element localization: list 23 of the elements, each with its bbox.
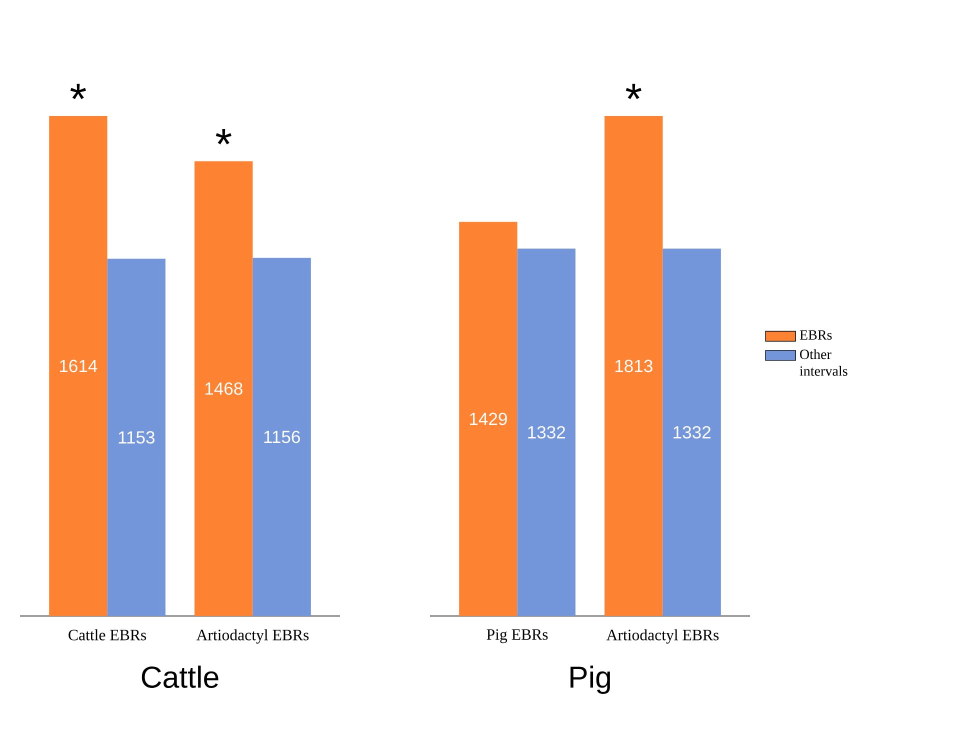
annotation: *: [70, 84, 86, 100]
data-label: 1156: [264, 430, 300, 444]
legend-label: EBRs: [800, 330, 832, 340]
data-label: 1153: [118, 431, 154, 444]
bar: [107, 258, 166, 616]
annotation: *: [626, 84, 642, 100]
data-label: 1614: [60, 360, 98, 372]
bar: [194, 161, 253, 616]
data-label: 1468: [205, 382, 242, 395]
data-label: 1813: [615, 360, 652, 372]
annotation: *: [216, 129, 232, 144]
data-label: 1429: [470, 412, 507, 426]
text: Pig: [570, 666, 610, 694]
x-tick-label: Cattle EBRs: [68, 629, 146, 640]
x-tick-label: Pig EBRs: [486, 629, 548, 644]
data-label: 1332: [674, 426, 710, 439]
bar: [252, 258, 311, 616]
text: Cattle: [142, 666, 218, 688]
legend-label: Other intervals: [800, 349, 848, 376]
bar: [49, 116, 108, 616]
data-label: 1332: [528, 426, 566, 439]
x-tick-label: Artiodactyl EBRs: [196, 629, 309, 644]
x-tick-label: Artiodactyl EBRs: [606, 629, 719, 644]
